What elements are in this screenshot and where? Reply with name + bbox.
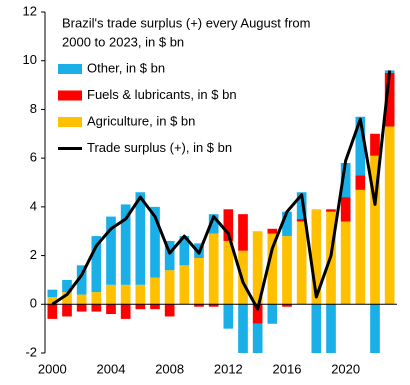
bar	[164, 270, 175, 305]
bar	[135, 304, 146, 310]
bar	[120, 284, 131, 305]
x-tick-label: 2008	[155, 361, 184, 376]
bar	[311, 209, 322, 305]
bar	[208, 233, 219, 305]
bar	[370, 304, 380, 353]
bar	[384, 126, 395, 305]
bar	[252, 323, 263, 353]
legend-label: Other, in $ bn	[87, 60, 165, 75]
x-tick-label: 2000	[38, 361, 67, 376]
bar	[194, 258, 204, 305]
plot-area	[47, 70, 395, 353]
bar	[340, 163, 351, 198]
bar	[106, 216, 116, 285]
bar	[296, 219, 307, 222]
bar	[47, 289, 58, 297]
x-tick-label: 2012	[214, 361, 243, 376]
bar	[267, 228, 278, 234]
bar	[91, 304, 102, 312]
bar	[282, 236, 292, 305]
y-tick-label: 6	[30, 150, 37, 165]
legend-label: Fuels & lubricants, in $ bn	[87, 87, 237, 102]
y-tick-label: -2	[25, 344, 37, 359]
bar	[150, 304, 160, 310]
y-tick-label: 2	[30, 247, 37, 262]
bar	[62, 292, 72, 305]
bar	[282, 304, 292, 307]
bar	[370, 155, 380, 305]
bar	[223, 209, 234, 241]
y-tick-label: 8	[30, 101, 37, 116]
bar	[62, 304, 72, 317]
line	[51, 70, 392, 311]
bar	[150, 277, 160, 305]
chart-title: 2000 to 2023, in $ bn	[62, 34, 184, 49]
legend-swatch	[58, 90, 82, 101]
bar	[384, 72, 395, 127]
bar	[120, 204, 131, 285]
bar	[238, 304, 248, 353]
bar	[326, 304, 336, 353]
legend-label: Trade surplus (+), in $ bn	[87, 140, 232, 155]
x-tick-label: 2020	[331, 361, 360, 376]
bar	[267, 233, 278, 305]
bar	[194, 304, 204, 307]
bar	[164, 304, 175, 317]
bar	[62, 279, 72, 293]
bar	[120, 304, 131, 319]
bar	[135, 284, 146, 305]
bar	[106, 284, 116, 305]
bar	[135, 192, 146, 285]
bar	[296, 192, 307, 220]
bar	[208, 304, 219, 307]
bar	[91, 292, 102, 305]
bar	[106, 304, 116, 315]
x-tick-label: 2004	[97, 361, 126, 376]
bar	[311, 304, 322, 353]
bar	[370, 133, 380, 156]
bar	[282, 211, 292, 237]
bar	[208, 214, 219, 234]
bar	[47, 304, 58, 319]
bar	[76, 294, 87, 305]
y-tick-label: 12	[23, 3, 37, 18]
bar	[179, 265, 190, 305]
legend-swatch	[58, 64, 82, 74]
bar	[223, 304, 234, 329]
bar	[179, 236, 190, 266]
bar	[91, 236, 102, 293]
y-tick-label: 4	[30, 198, 37, 213]
bar	[47, 296, 58, 305]
bar	[223, 240, 234, 305]
legend-swatch	[58, 117, 82, 127]
bar	[340, 197, 351, 222]
bar	[296, 221, 307, 305]
bar	[238, 214, 248, 251]
bar	[76, 304, 87, 312]
bar	[326, 209, 336, 212]
bar	[340, 221, 351, 305]
y-tick-label: 0	[30, 296, 37, 311]
chart-title: Brazil's trade surplus (+) every August …	[62, 15, 311, 30]
y-tick-label: 10	[23, 52, 37, 67]
bar	[252, 304, 263, 324]
bar	[355, 189, 366, 305]
bar	[252, 231, 263, 305]
bar	[150, 206, 160, 278]
bar	[355, 116, 366, 176]
bar	[164, 240, 175, 271]
bar	[355, 175, 366, 190]
bar	[267, 304, 278, 324]
bar	[76, 265, 87, 295]
legend-label: Agriculture, in $ bn	[87, 113, 195, 128]
x-tick-label: 2016	[273, 361, 302, 376]
